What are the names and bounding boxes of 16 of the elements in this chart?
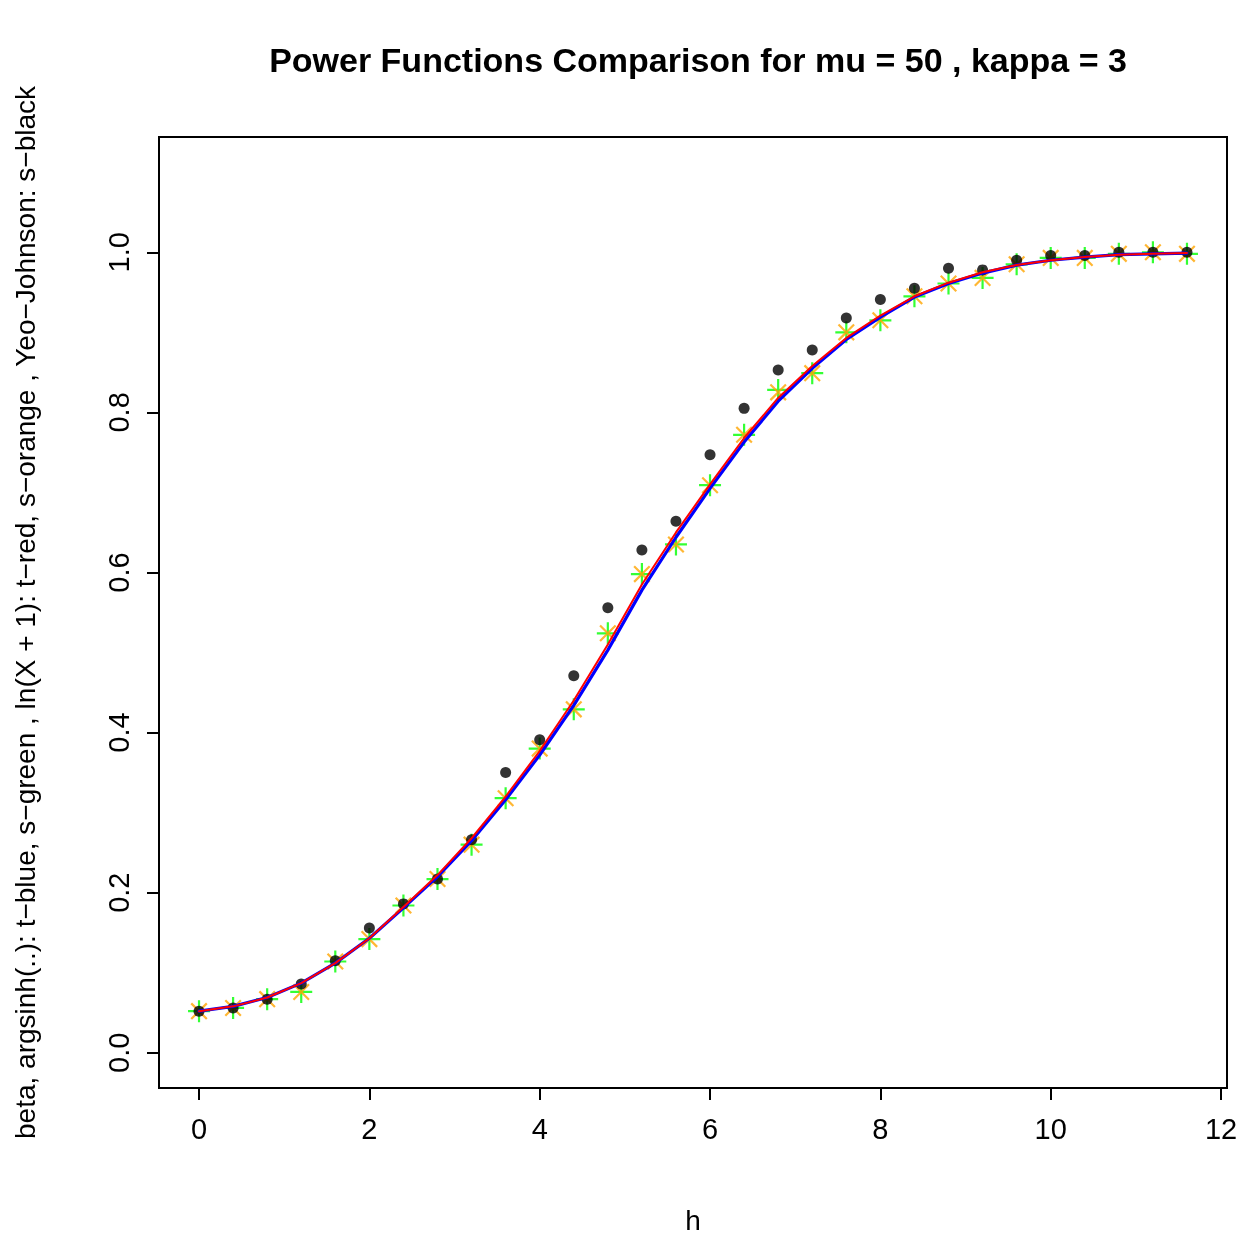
- y-tick-label: 0.4: [102, 712, 135, 753]
- y-tick-label: 1.0: [102, 232, 135, 273]
- x-tick-label: 4: [531, 1112, 548, 1145]
- x-tick-label: 10: [1034, 1112, 1067, 1145]
- x-tick-label: 12: [1204, 1112, 1238, 1145]
- x-tick-label: 6: [701, 1112, 719, 1145]
- y-tick-label: 0.0: [102, 1032, 135, 1073]
- x-tick-label: 8: [872, 1112, 889, 1145]
- chart-title: Power Functions Comparison for mu = 50 , kappa = 3: [269, 41, 1127, 79]
- x-axis-title: h: [685, 1204, 701, 1236]
- y-tick-label: 0.2: [102, 872, 135, 913]
- y-tick-label: 0.6: [102, 552, 135, 593]
- y-axis-title: beta, argsinh(..): t−blue, s−green , ln(X + 1): t−red, s−orange , Yeo−Johnson: s−black: [9, 85, 41, 1140]
- y-tick-label: 0.8: [102, 392, 135, 433]
- x-tick-label: 2: [361, 1112, 378, 1145]
- x-tick-label: 0: [190, 1112, 208, 1145]
